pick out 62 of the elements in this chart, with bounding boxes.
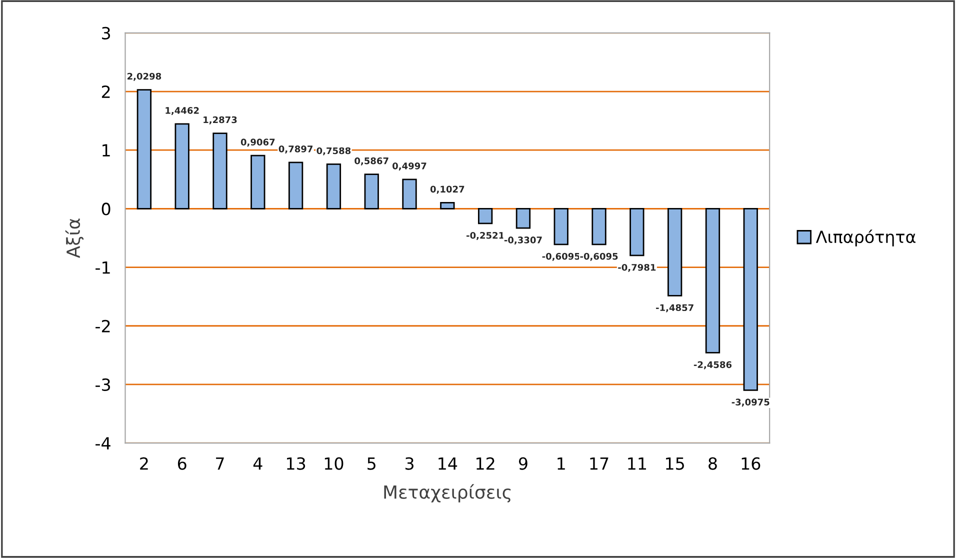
x-axis-title: Μεταχειρίσεις [384, 484, 511, 502]
bar [288, 162, 304, 210]
data-label: 0,7588 [316, 147, 351, 156]
x-tick-label: 13 [287, 457, 306, 470]
y-axis-title: Αξία [65, 218, 84, 258]
bar [174, 123, 190, 210]
bar [440, 202, 455, 210]
bar [630, 208, 644, 256]
bar [516, 208, 531, 229]
bar [592, 208, 606, 246]
bar [478, 208, 493, 224]
y-tick-label: -2 [96, 320, 110, 332]
data-label: 0,9067 [240, 138, 275, 147]
data-label: 0,7897 [278, 146, 312, 154]
x-tick-label: 8 [708, 457, 717, 470]
y-tick-label: 1 [102, 144, 110, 156]
bar [136, 89, 152, 210]
bar [705, 208, 720, 354]
y-tick-label: -1 [96, 261, 110, 274]
data-label: -0,2521 [466, 232, 504, 240]
data-label: -0,3307 [504, 236, 542, 245]
data-label: -0,6095 [580, 252, 618, 261]
y-tick-label: -4 [96, 437, 110, 450]
bar [326, 164, 342, 210]
bar [212, 132, 228, 210]
y-tick-label: 0 [102, 202, 110, 216]
x-tick-label: 7 [216, 457, 224, 470]
legend-label: Λιπαρότητα [816, 230, 916, 246]
data-label: 1,2873 [204, 116, 237, 124]
data-label: -1,4857 [656, 304, 694, 312]
data-label: 1,4462 [166, 107, 199, 116]
x-tick-label: 15 [666, 457, 684, 470]
bar [667, 208, 682, 296]
data-label: -0,7981 [618, 264, 656, 272]
data-label: 2,0298 [127, 72, 162, 81]
data-label: 0,4997 [392, 162, 426, 170]
x-tick-label: 2 [140, 457, 148, 470]
y-tick-label: 2 [102, 85, 110, 98]
x-tick-label: 5 [368, 457, 376, 470]
bar [402, 178, 417, 210]
x-tick-label: 16 [742, 457, 760, 470]
x-tick-label: 1 [558, 457, 565, 470]
data-label: 0,1027 [430, 186, 464, 194]
data-label: 0,5867 [354, 157, 388, 166]
x-tick-label: 3 [405, 457, 414, 470]
x-tick-label: 17 [590, 457, 608, 470]
x-tick-label: 11 [628, 457, 646, 470]
data-label: -2,4586 [694, 361, 732, 370]
x-tick-label: 10 [324, 457, 344, 470]
data-label: -0,6095 [542, 252, 580, 261]
bar [250, 154, 266, 210]
x-tick-label: 6 [178, 457, 186, 470]
y-tick-label: 3 [102, 26, 110, 40]
y-tick-label: -3 [96, 378, 110, 392]
x-tick-label: 9 [518, 457, 528, 470]
bar [364, 174, 379, 210]
data-label: -3,0975 [732, 398, 770, 407]
x-tick-label: 4 [253, 457, 262, 470]
bar [743, 208, 758, 391]
bar [554, 208, 568, 246]
x-tick-label: 14 [438, 457, 458, 470]
x-tick-label: 12 [476, 457, 494, 470]
